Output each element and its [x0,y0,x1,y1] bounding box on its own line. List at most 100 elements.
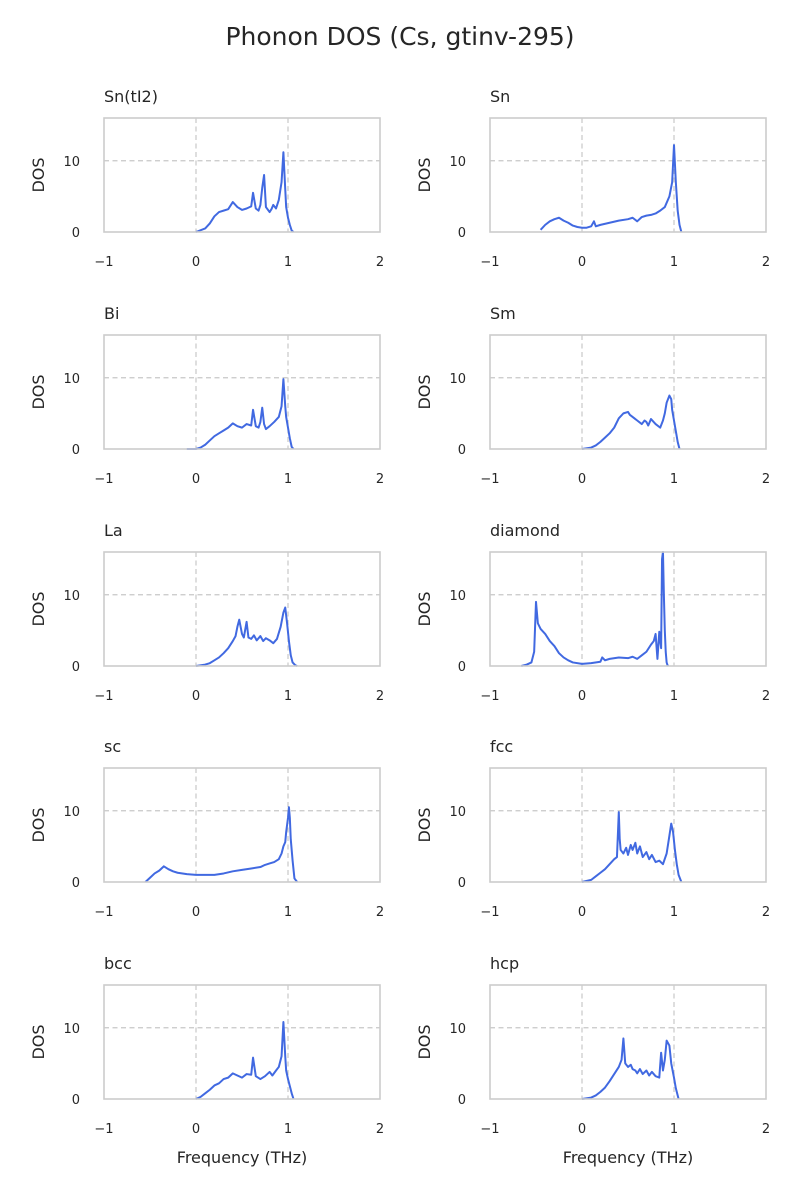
panel-hcp-xtick-0: 0 [578,1122,586,1137]
panel-la-xtick-1: 1 [284,689,292,704]
panel-fcc-title: fcc [490,737,513,756]
panel-fcc-xtick-minus-1: −1 [480,905,499,920]
panel-sm-ylabel: DOS [415,374,434,409]
panel-sm-dos-line [581,394,681,450]
panel-hcp: hcp DOS 0 10 −1 0 1 2 Frequency (THz) [415,954,770,1167]
panel-bi-ytick-10: 10 [63,372,80,387]
panel-bcc: bcc DOS 0 10 −1 0 1 2 Frequency (THz) [29,954,384,1167]
panel-sn-ytick-0: 0 [458,226,466,241]
panel-sc-dos-line [144,806,298,883]
panel-sn-frame [489,117,767,233]
panel-bcc-dos-line [195,1021,295,1100]
panel-sn-ti2-dos-line [195,151,295,233]
panel-hcp-xtick-2: 2 [762,1122,770,1137]
panel-bi-title: Bi [104,304,119,323]
panel-la-dos-line [195,606,298,667]
panel-diamond-xtick-2: 2 [762,689,770,704]
panel-sn-ti2-xtick-2: 2 [376,255,384,270]
panel-sn-xtick-2: 2 [762,255,770,270]
panel-bcc-xlabel: Frequency (THz) [177,1148,307,1167]
panel-fcc-ytick-0: 0 [458,876,466,891]
panel-fcc-dos-line [581,811,683,883]
panel-diamond-title: diamond [490,521,560,540]
panel-la-xtick-0: 0 [192,689,200,704]
panel-la-ylabel: DOS [29,591,48,626]
panel-sn-ti2-xtick-minus-1: −1 [94,255,113,270]
panel-sc-xtick-2: 2 [376,905,384,920]
panel-bcc-xtick-1: 1 [284,1122,292,1137]
panel-sc-ytick-10: 10 [63,805,80,820]
panel-sn-xtick-minus-1: −1 [480,255,499,270]
panel-sm-xtick-0: 0 [578,472,586,487]
panel-bi-xtick-0: 0 [192,472,200,487]
panel-diamond: diamond DOS 0 10 −1 0 1 2 [415,521,770,704]
panel-sn-dos-line [539,144,683,233]
panel-sn-xtick-1: 1 [670,255,678,270]
panel-la: La DOS 0 10 −1 0 1 2 [29,521,384,704]
panel-fcc-xtick-2: 2 [762,905,770,920]
panel-sm-ytick-10: 10 [449,372,466,387]
panel-la-title: La [104,521,123,540]
panel-bcc-ylabel: DOS [29,1024,48,1059]
panel-la-ytick-10: 10 [63,589,80,604]
panel-sm-title: Sm [490,304,516,323]
panel-bi-ylabel: DOS [29,374,48,409]
panel-diamond-ylabel: DOS [415,591,434,626]
panel-diamond-xtick-minus-1: −1 [480,689,499,704]
panel-la-xtick-minus-1: −1 [94,689,113,704]
panel-bcc-ytick-0: 0 [72,1093,80,1108]
panel-sc-frame [103,767,381,883]
panel-sn-ti2-ylabel: DOS [29,157,48,192]
panel-bi-dos-line [186,378,295,450]
panel-sm-xtick-1: 1 [670,472,678,487]
panel-sm-xtick-2: 2 [762,472,770,487]
panel-sm: Sm DOS 0 10 −1 0 1 2 [415,304,770,487]
panel-hcp-ytick-10: 10 [449,1022,466,1037]
figure-title: Phonon DOS (Cs, gtinv-295) [225,22,574,51]
panel-bi-xtick-1: 1 [284,472,292,487]
panel-sc: sc DOS 0 10 −1 0 1 2 [29,737,384,920]
panel-bcc-xtick-0: 0 [192,1122,200,1137]
panel-bi-ytick-0: 0 [72,443,80,458]
panel-sm-xtick-minus-1: −1 [480,472,499,487]
panel-bcc-title: bcc [104,954,132,973]
panel-sn: Sn DOS 0 10 −1 0 1 2 [415,87,770,270]
panel-fcc-frame [489,767,767,883]
panel-hcp-xtick-1: 1 [670,1122,678,1137]
panel-hcp-frame [489,984,767,1100]
panel-sm-ytick-0: 0 [458,443,466,458]
panel-hcp-title: hcp [490,954,519,973]
panel-sn-title: Sn [490,87,510,106]
panel-hcp-ytick-0: 0 [458,1093,466,1108]
panel-diamond-dos-line [521,551,670,667]
panel-sn-ti2-title: Sn(tI2) [104,87,158,106]
panel-la-xtick-2: 2 [376,689,384,704]
panel-fcc-ytick-10: 10 [449,805,466,820]
panel-bcc-xtick-minus-1: −1 [94,1122,113,1137]
panel-sm-frame [489,334,767,450]
panel-sn-ti2: Sn(tI2) DOS 0 10 −1 0 1 2 [29,87,384,270]
panel-fcc: fcc DOS 0 10 −1 0 1 2 [415,737,770,920]
panel-sn-ylabel: DOS [415,157,434,192]
panel-sn-ti2-xtick-1: 1 [284,255,292,270]
panel-hcp-xlabel: Frequency (THz) [563,1148,693,1167]
panel-diamond-frame [489,551,767,667]
panel-diamond-xtick-0: 0 [578,689,586,704]
panel-bi-xtick-2: 2 [376,472,384,487]
panel-sc-ylabel: DOS [29,807,48,842]
panel-diamond-ytick-10: 10 [449,589,466,604]
panel-sn-xtick-0: 0 [578,255,586,270]
panel-sc-xtick-0: 0 [192,905,200,920]
panel-la-frame [103,551,381,667]
panel-sc-xtick-1: 1 [284,905,292,920]
panel-sc-ytick-0: 0 [72,876,80,891]
panel-hcp-ylabel: DOS [415,1024,434,1059]
panel-diamond-xtick-1: 1 [670,689,678,704]
panel-la-ytick-0: 0 [72,660,80,675]
panel-bcc-ytick-10: 10 [63,1022,80,1037]
panel-bi-frame [103,334,381,450]
panel-sn-ti2-ytick-0: 0 [72,226,80,241]
panel-fcc-xtick-1: 1 [670,905,678,920]
panel-fcc-xtick-0: 0 [578,905,586,920]
